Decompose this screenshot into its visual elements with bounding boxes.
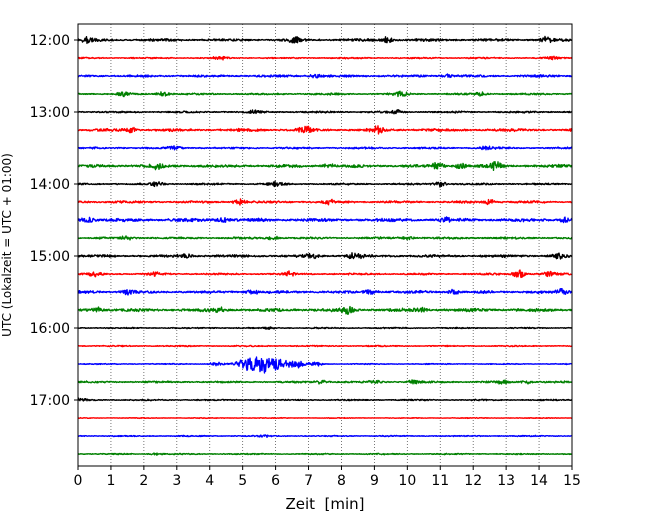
- y-axis-ticks: 12:00 13:00 14:00 15:00 16:00 17:00: [30, 33, 78, 409]
- x-tick-label: 13: [497, 473, 515, 489]
- seismic-trace: [77, 55, 573, 61]
- seismic-trace: [77, 397, 573, 402]
- x-tick-label: 5: [238, 473, 247, 489]
- seismic-trace: [77, 269, 573, 279]
- seismic-trace: [77, 90, 573, 98]
- seismic-trace: [77, 235, 573, 241]
- seismic-trace: [77, 452, 573, 456]
- seismic-trace: [77, 434, 573, 438]
- seismic-trace: [77, 109, 573, 115]
- x-tick-label: 12: [464, 473, 482, 489]
- x-tick-label: 2: [139, 473, 148, 489]
- y-tick-label: 13:00: [30, 105, 70, 121]
- seismic-trace: [77, 216, 573, 224]
- x-tick-label: 11: [431, 473, 449, 489]
- y-tick-label: 17:00: [30, 393, 70, 409]
- x-tick-label: 15: [563, 473, 581, 489]
- y-tick-label: 14:00: [30, 177, 70, 193]
- seismic-trace: [77, 344, 573, 348]
- trace-series: [77, 35, 573, 456]
- x-tick-label: 4: [205, 473, 214, 489]
- seismic-trace: [77, 198, 573, 206]
- seismic-trace: [77, 379, 573, 385]
- seismic-trace: [77, 356, 573, 374]
- x-tick-label: 1: [106, 473, 115, 489]
- seismic-trace: [77, 252, 573, 260]
- x-tick-label: 14: [530, 473, 548, 489]
- x-axis-ticks: 0 1 2 3 4 5 6 7 8 9 10 11 12 13 14 15: [74, 466, 581, 489]
- y-tick-label: 15:00: [30, 249, 70, 265]
- x-tick-label: 6: [271, 473, 280, 489]
- seismic-trace: [77, 305, 573, 316]
- seismic-trace: [77, 160, 573, 172]
- seismic-trace: [77, 326, 573, 330]
- x-tick-label: 0: [74, 473, 83, 489]
- seismic-trace: [77, 180, 573, 188]
- y-axis-label: UTC (Lokalzeit = UTC + 01:00): [0, 153, 14, 337]
- x-tick-label: 9: [370, 473, 379, 489]
- seismic-trace: [77, 125, 573, 135]
- seismic-trace: [77, 145, 573, 151]
- x-tick-label: 10: [398, 473, 416, 489]
- x-tick-label: 7: [304, 473, 313, 489]
- seismic-trace: [77, 416, 573, 420]
- plot-frame: [77, 23, 573, 467]
- seismic-trace: [77, 35, 573, 45]
- x-tick-label: 8: [337, 473, 346, 489]
- seismic-trace: [77, 73, 573, 79]
- y-tick-label: 16:00: [30, 321, 70, 337]
- x-axis-label: Zeit [min]: [285, 495, 364, 513]
- y-tick-label: 12:00: [30, 33, 70, 49]
- x-tick-label: 3: [172, 473, 181, 489]
- seismic-trace: [77, 287, 573, 296]
